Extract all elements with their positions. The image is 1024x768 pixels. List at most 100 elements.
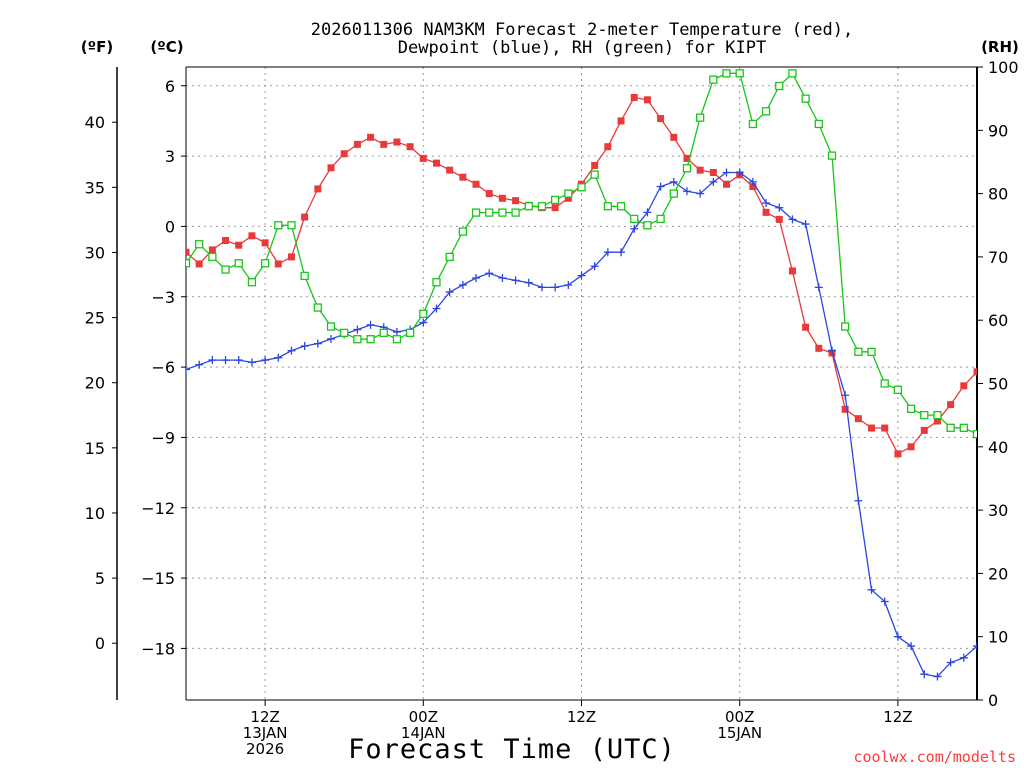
- rh-point: [326, 322, 336, 331]
- fahrenheit-unit-label: (ºF): [81, 38, 113, 56]
- dewpoint-point: [537, 283, 546, 292]
- temperature-point: [841, 405, 849, 413]
- temperature-point: [472, 180, 480, 188]
- dewpoint-point: [722, 168, 731, 177]
- x-tick-label: 12Z: [883, 708, 912, 726]
- rh-point: [854, 347, 863, 357]
- x-tick-label: 2026: [246, 740, 284, 758]
- dewpoint-point: [788, 215, 797, 224]
- rh-point: [814, 119, 823, 129]
- dewpoint-point: [590, 262, 599, 271]
- temperature-point: [512, 197, 520, 205]
- dewpoint-point: [458, 281, 467, 290]
- x-tick-label: 12Z: [250, 708, 279, 726]
- rh-point: [432, 278, 441, 287]
- chart-title-line-2: Dewpoint (blue), RH (green) for KIPT: [398, 38, 766, 58]
- temperature-point: [973, 368, 977, 376]
- temperature-point: [960, 382, 968, 390]
- rh-tick-label: 30: [988, 501, 1008, 520]
- temperature-point: [788, 267, 796, 275]
- rh-point: [234, 259, 243, 268]
- rh-series: [186, 69, 977, 439]
- celsius-unit-label: (ºC): [150, 38, 183, 56]
- dewpoint-point: [907, 642, 916, 651]
- dewpoint-point: [669, 177, 678, 186]
- rh-point: [590, 170, 599, 179]
- temperature-point: [274, 260, 282, 268]
- dewpoint-point: [762, 198, 771, 207]
- dewpoint-point: [524, 278, 533, 287]
- rh-point: [274, 221, 283, 230]
- temperature-point: [195, 260, 203, 268]
- dewpoint-point: [392, 327, 401, 336]
- temperature-point: [881, 424, 889, 432]
- rh-point: [392, 335, 402, 344]
- temperature-point: [432, 159, 440, 167]
- temperature-point: [868, 424, 876, 432]
- rh-point: [867, 347, 876, 357]
- dewpoint-point: [801, 220, 810, 229]
- dewpoint-point: [603, 248, 612, 257]
- rh-point: [300, 271, 309, 281]
- data-series: [186, 69, 977, 681]
- temperature-point: [419, 154, 427, 162]
- rh-point: [498, 208, 507, 217]
- dewpoint-series: [186, 168, 977, 681]
- temperature-point: [301, 213, 309, 221]
- temperature-point: [854, 415, 862, 423]
- rh-point: [221, 265, 230, 274]
- rh-point: [669, 189, 678, 198]
- rh-point: [722, 69, 731, 78]
- rh-point: [748, 119, 758, 129]
- rh-tick-label: 40: [988, 438, 1008, 457]
- temperature-point: [591, 161, 599, 169]
- temperature-point: [314, 185, 322, 193]
- temperature-point: [380, 140, 388, 148]
- dewpoint-point: [867, 585, 876, 594]
- dewpoint-point: [208, 356, 217, 365]
- rh-point: [537, 202, 547, 211]
- temperature-point: [186, 248, 190, 256]
- temperature-point: [815, 344, 823, 352]
- rh-point: [801, 94, 810, 103]
- temperature-point: [723, 180, 731, 188]
- rh-point: [906, 404, 916, 413]
- credit-link[interactable]: coolwx.com/modelts: [853, 748, 1016, 766]
- temperature-point: [749, 183, 757, 191]
- rh-tick-label: 80: [988, 185, 1008, 204]
- fahrenheit-tick-label: 10: [85, 504, 105, 523]
- dewpoint-point: [498, 274, 507, 282]
- dewpoint-point: [617, 248, 626, 257]
- rh-point: [313, 303, 322, 312]
- celsius-tick-label: −15: [141, 569, 175, 588]
- rh-point: [827, 151, 837, 160]
- temperature-point: [762, 208, 770, 216]
- dewpoint-point: [577, 271, 586, 280]
- celsius-tick-label: −6: [151, 358, 175, 377]
- temperature-point: [287, 253, 295, 261]
- rh-point: [682, 164, 692, 173]
- rh-tick-label: 0: [988, 691, 998, 710]
- dewpoint-point: [287, 346, 296, 355]
- rh-point: [287, 221, 296, 230]
- dewpoint-point: [472, 274, 481, 282]
- temperature-point: [235, 241, 243, 249]
- temperature-point: [683, 154, 691, 162]
- rh-tick-label: 50: [988, 375, 1008, 394]
- rh-point: [788, 69, 797, 78]
- temperature-point: [485, 190, 493, 198]
- axes: 630−3−6−9−12−15−184035302520151050100908…: [85, 58, 1019, 758]
- dewpoint-point: [186, 365, 190, 374]
- rh-point: [933, 410, 942, 420]
- dewpoint-point: [551, 283, 560, 292]
- rh-tick-label: 90: [988, 121, 1008, 140]
- dewpoint-point: [300, 341, 309, 350]
- fahrenheit-tick-label: 5: [95, 569, 105, 588]
- rh-point: [709, 75, 718, 84]
- dewpoint-point: [261, 356, 270, 365]
- temperature-point: [551, 204, 559, 212]
- rh-point: [445, 252, 454, 262]
- temperature-point: [709, 169, 717, 176]
- rh-point: [353, 335, 362, 344]
